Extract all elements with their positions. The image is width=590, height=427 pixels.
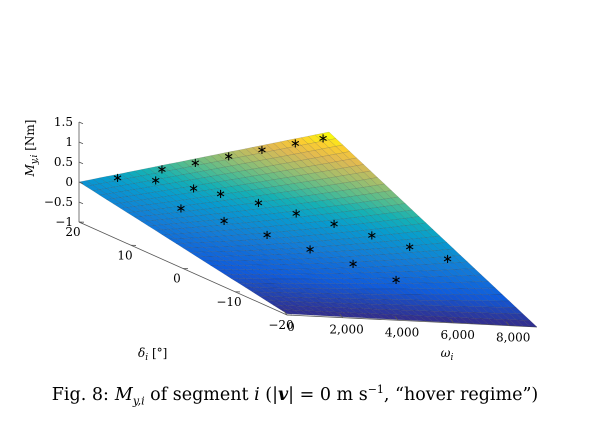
surface-patch: [425, 229, 441, 237]
data-point: ∗: [329, 217, 340, 232]
surface-patch: [481, 281, 496, 289]
measurement-markers: ∗ ∗∗ ∗∗∗∗∗∗∗∗∗∗∗∗∗∗ ∗ ∗ ∗ ∗ ∗: [112, 131, 453, 288]
data-point: ∗: [223, 150, 234, 165]
axis-line: [286, 314, 538, 328]
caption-label: Fig. 8:: [51, 384, 109, 405]
z-tick: [78, 161, 84, 165]
surface-patch: [384, 190, 399, 199]
x-tick: [394, 316, 399, 321]
y-tick-label: 20: [65, 225, 80, 239]
data-point: ∗: [257, 143, 268, 158]
z-tick: [78, 201, 84, 205]
x-tick-label: 6,000: [440, 328, 474, 342]
x-tick: [450, 318, 454, 324]
z-tick: [78, 141, 84, 145]
z-tick-label: 1.5: [54, 115, 73, 129]
surface-patch: [397, 203, 413, 212]
data-point: ∗: [290, 137, 301, 152]
surface-patch: [356, 164, 371, 173]
data-point: ∗: [215, 187, 226, 202]
y-axis-label: δi [°]: [138, 346, 167, 363]
data-point: ∗: [305, 242, 316, 257]
data-point: ∗: [291, 206, 302, 221]
y-tick-label: 10: [117, 248, 132, 262]
data-point: ∗: [190, 156, 201, 171]
z-tick: [78, 121, 84, 125]
x-tick: [283, 310, 288, 316]
data-point: ∗: [404, 240, 415, 255]
surface-plot: ∗ ∗∗ ∗∗∗∗∗∗∗∗∗∗∗∗∗∗ ∗ ∗ ∗ ∗ ∗ 1.510.50−0.5−1201…: [23, 115, 538, 364]
surface-patch: [453, 255, 469, 263]
data-point: ∗: [348, 257, 359, 272]
data-point: ∗: [150, 173, 161, 188]
surface-mesh: [78, 131, 538, 328]
data-point: ∗: [262, 228, 273, 243]
y-tick-label: 0: [173, 272, 181, 286]
data-point: ∗: [157, 163, 168, 178]
x-tick: [339, 313, 343, 318]
surface-patch: [515, 313, 531, 321]
data-point: ∗: [219, 214, 230, 229]
data-point: ∗: [253, 196, 264, 211]
z-tick: [78, 181, 84, 185]
x-tick-label: 0: [287, 320, 295, 334]
data-point: ∗: [112, 171, 123, 186]
x-axis-label: ωi: [441, 346, 454, 363]
surface-patch: [370, 177, 385, 186]
surface-patch: [328, 138, 344, 147]
z-tick-label: 0.5: [54, 155, 73, 169]
data-point: ∗: [442, 252, 453, 267]
z-axis-label: My,i [Nm]: [23, 120, 40, 178]
surface-patch: [439, 242, 455, 250]
data-point: ∗: [318, 131, 329, 146]
z-tick-label: −1: [55, 215, 73, 229]
data-point: ∗: [176, 201, 187, 216]
y-tick-label: −20: [268, 318, 293, 332]
data-point: ∗: [391, 273, 402, 288]
z-tick-label: 0: [65, 175, 73, 189]
surface-patch: [522, 320, 538, 328]
figure-caption: Fig. 8: My,i of segment i (|v| = 0 m s−1,…: [0, 383, 590, 407]
surface-patch: [391, 196, 406, 205]
surface-patch: [321, 131, 337, 141]
axis-labels: My,i [Nm] δi [°] ωi: [23, 120, 453, 364]
surface-patch: [508, 307, 524, 315]
x-tick-label: 8,000: [496, 331, 530, 345]
y-tick-label: −10: [216, 295, 241, 309]
data-point: ∗: [188, 181, 199, 196]
x-tick-label: 4,000: [385, 325, 419, 339]
z-tick-label: 1: [65, 135, 73, 149]
surface-patch: [342, 151, 358, 160]
caption-text: My,i of segment i (|v| = 0 m s−1, “hover…: [114, 383, 539, 408]
x-tick: [505, 321, 510, 326]
surface-patch: [349, 157, 365, 166]
x-tick-label: 2,000: [329, 323, 363, 337]
data-point: ∗: [366, 229, 377, 244]
z-tick-label: −0.5: [44, 195, 73, 209]
